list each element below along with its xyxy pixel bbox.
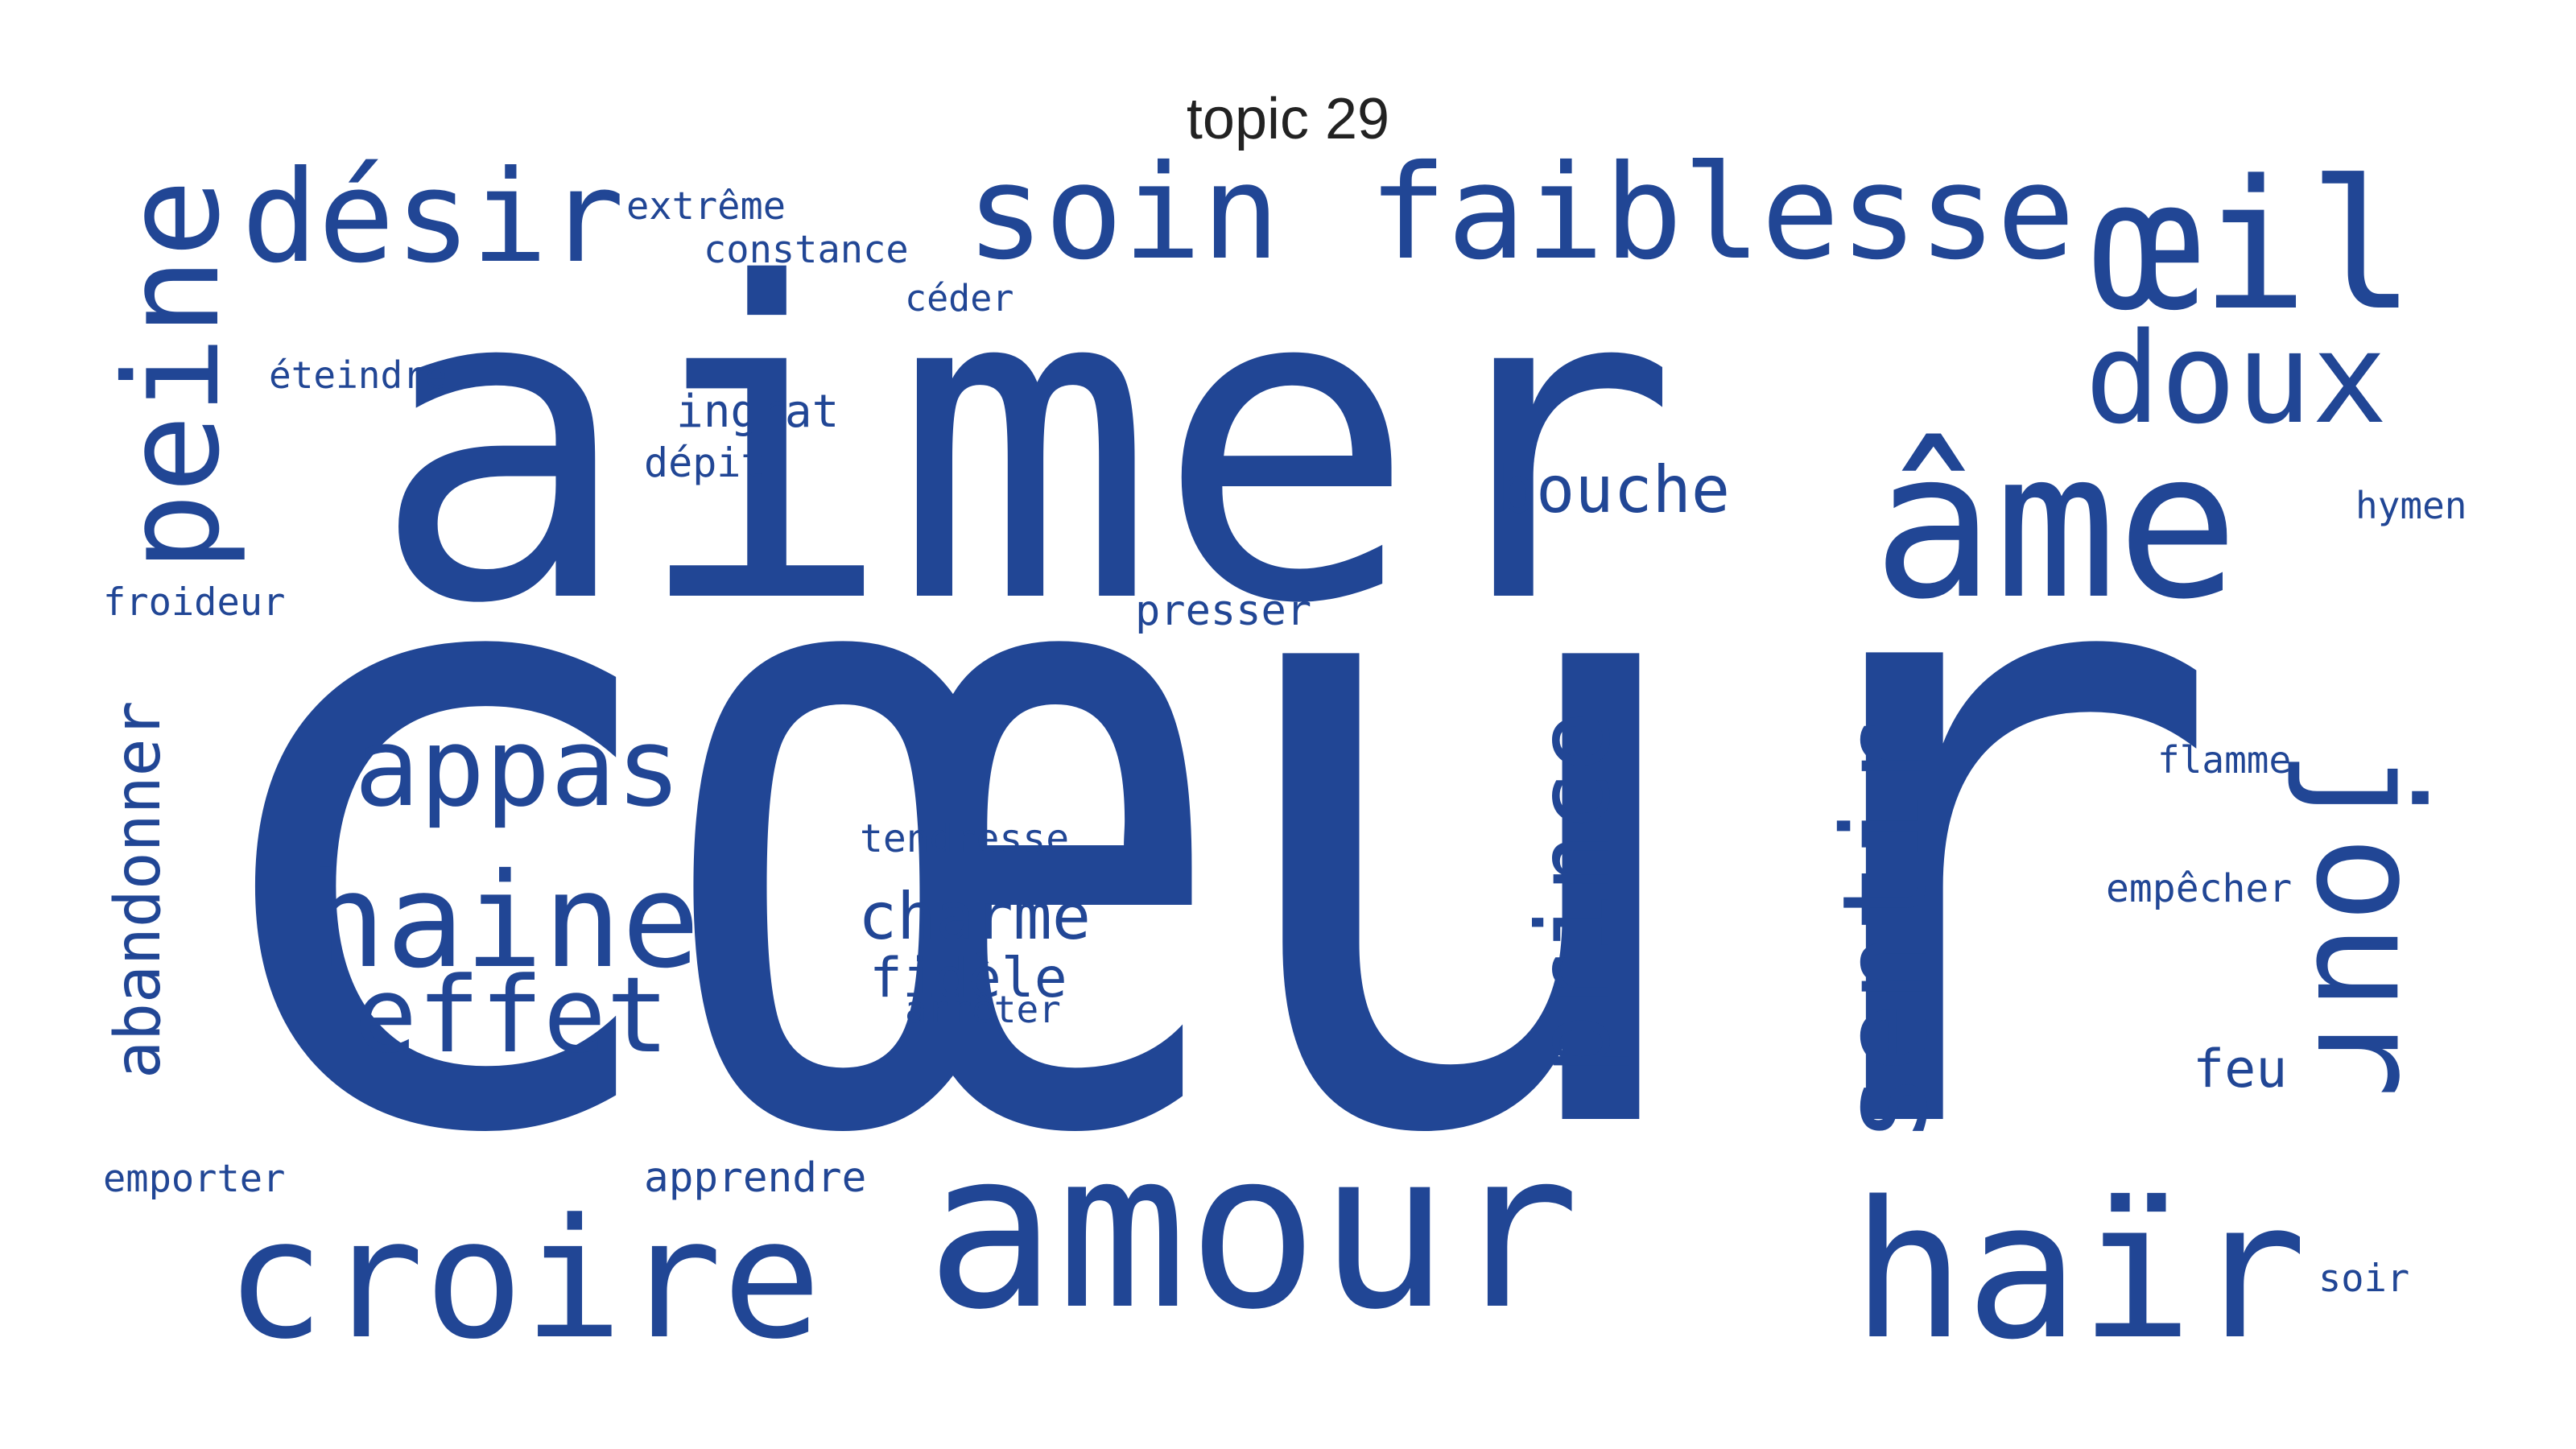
word-emporter: emporter [103,1157,285,1201]
word-soir: soir [2318,1257,2409,1301]
chart-title: topic 29 [1186,87,1390,151]
word-ame: âme [1872,408,2239,644]
word-ingrat: ingrat [676,386,839,438]
word-croire: croire [225,1184,822,1376]
word-abandonner: abandonner [102,700,175,1079]
word-fidele: fidèle [869,947,1067,1010]
word-arreter: arrêter [905,988,1061,1031]
word-hair: haïr [1852,1162,2307,1381]
word-haine: haine [308,846,700,997]
word-effet: effet [354,954,669,1076]
word-charme: charme [858,879,1091,954]
word-bouche: bouche [1497,452,1730,527]
word-oeil: œil [2093,142,2416,350]
word-ceder: céder [905,277,1013,320]
word-desir: désir [242,143,625,291]
word-feu: feu [2193,1039,2287,1100]
word-extreme: extrême [626,184,786,229]
word-presser: presser [1135,587,1311,635]
word-flamme: flamme [2157,738,2291,782]
word-peine: peine [97,179,249,572]
word-aimer: aimer [370,193,1679,699]
word-depit: dépit [644,440,766,486]
word-constance: constance [704,228,909,272]
word-doux: doux [2085,305,2388,452]
word-appas: appas [354,704,681,831]
word-soin: soin [966,138,1280,289]
word-froideur: froideur [103,580,285,625]
word-coeur: cœur [174,327,2229,1320]
word-jour: jour [2284,749,2452,1097]
word-eteindre: éteindre [269,353,448,397]
word-hymen: hymen [2355,484,2467,527]
word-tendresse: tendresse [860,816,1069,861]
word-sentir: sentir [1818,721,1954,1143]
word-amour: amour [926,1104,1580,1357]
word-faiblesse: faiblesse [1368,138,2075,289]
word-apprendre: apprendre [644,1154,866,1202]
word-prince: prince [1516,711,1633,1075]
word-empecher: empêcher [2106,866,2292,911]
